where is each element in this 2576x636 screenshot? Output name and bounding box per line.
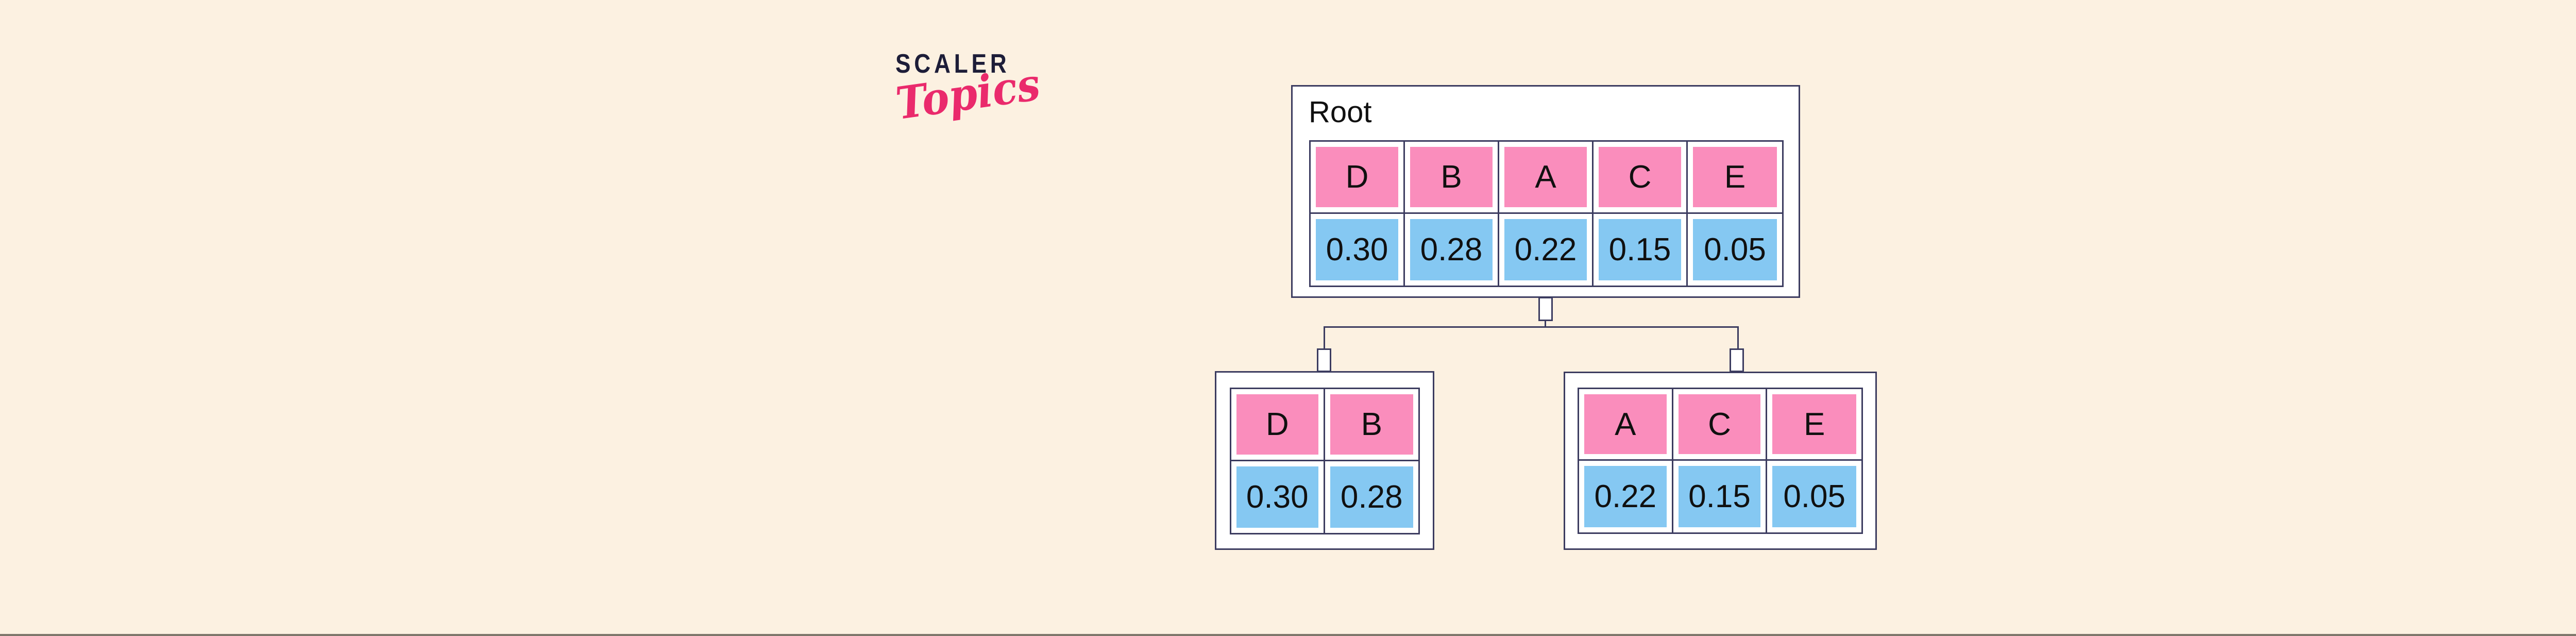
child-key-cell: B — [1325, 389, 1418, 461]
child-value-cell: 0.30 — [1231, 461, 1325, 533]
key-chip: C — [1678, 394, 1761, 454]
value-chip: 0.15 — [1599, 219, 1681, 280]
root-value-cell: 0.22 — [1499, 213, 1594, 286]
root-key-cell: A — [1499, 142, 1594, 214]
child-value-cell: 0.15 — [1673, 461, 1768, 532]
connector-root-drop-line — [1545, 320, 1546, 328]
child-value-cell: 0.05 — [1767, 461, 1861, 532]
key-chip: A — [1584, 394, 1667, 454]
value-chip: 0.28 — [1330, 466, 1413, 528]
root-value-cell: 0.28 — [1405, 213, 1499, 286]
bottom-edge-strip — [0, 634, 2576, 636]
value-chip: 0.22 — [1504, 219, 1587, 280]
right-child-node: A C E 0.22 0.15 0.05 — [1564, 372, 1877, 550]
connector-horizontal-line — [1324, 326, 1739, 328]
key-chip: D — [1236, 394, 1318, 455]
key-chip: A — [1504, 147, 1587, 207]
root-value-cell: 0.30 — [1311, 213, 1405, 286]
value-chip: 0.22 — [1584, 466, 1667, 527]
left-child-node: D B 0.30 0.28 — [1215, 371, 1434, 550]
value-chip: 0.30 — [1316, 219, 1398, 280]
root-key-cell: D — [1311, 142, 1405, 214]
key-chip: E — [1693, 147, 1777, 207]
root-value-cell: 0.15 — [1594, 213, 1688, 286]
root-table: D B A C E 0.30 0.28 0.22 0.15 0.05 — [1309, 140, 1784, 287]
child-value-cell: 0.22 — [1579, 461, 1673, 532]
root-node: Root D B A C E 0.30 0.28 0.22 0.15 0.05 — [1291, 85, 1800, 298]
value-chip: 0.28 — [1410, 219, 1493, 280]
right-child-top-stub — [1730, 348, 1744, 372]
value-chip: 0.05 — [1693, 219, 1777, 280]
key-chip: B — [1410, 147, 1493, 207]
child-key-cell: A — [1579, 389, 1673, 461]
child-key-cell: C — [1673, 389, 1768, 461]
right-child-table: A C E 0.22 0.15 0.05 — [1578, 388, 1863, 534]
left-child-top-stub — [1317, 348, 1331, 372]
root-key-cell: E — [1688, 142, 1782, 214]
child-key-cell: E — [1767, 389, 1861, 461]
child-value-cell: 0.28 — [1325, 461, 1418, 533]
root-bottom-stub — [1538, 297, 1553, 321]
value-chip: 0.05 — [1772, 466, 1856, 527]
left-child-table: D B 0.30 0.28 — [1230, 388, 1420, 534]
root-value-cell: 0.05 — [1688, 213, 1782, 286]
connector-left-drop-line — [1324, 326, 1325, 350]
child-key-cell: D — [1231, 389, 1325, 461]
value-chip: 0.30 — [1236, 466, 1318, 528]
root-label: Root — [1309, 95, 1372, 129]
root-key-cell: C — [1594, 142, 1688, 214]
root-key-cell: B — [1405, 142, 1499, 214]
value-chip: 0.15 — [1678, 466, 1761, 527]
key-chip: C — [1599, 147, 1681, 207]
key-chip: B — [1330, 394, 1413, 455]
scaler-wordmark: SCALER — [895, 49, 1010, 79]
connector-right-drop-line — [1737, 326, 1739, 350]
key-chip: D — [1316, 147, 1398, 207]
scaler-topics-logo: SCALER Topics — [893, 48, 1050, 130]
key-chip: E — [1772, 394, 1856, 454]
